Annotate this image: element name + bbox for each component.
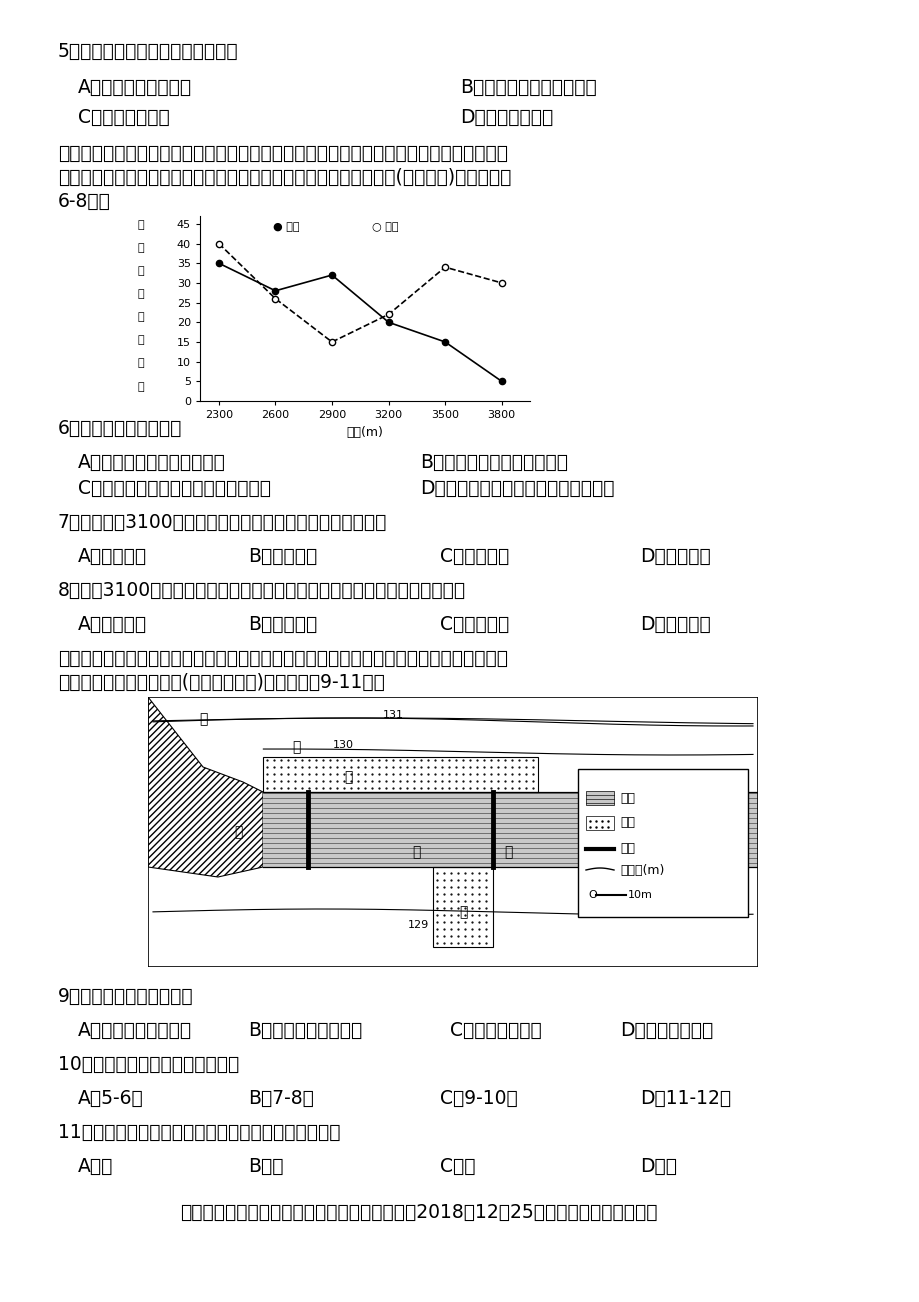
Text: 水坝: 水坝 <box>619 842 634 855</box>
Text: 富: 富 <box>137 289 143 299</box>
Text: 10m: 10m <box>628 891 652 900</box>
Text: C．土壤变化: C．土壤变化 <box>439 547 509 566</box>
Text: ○ 草本: ○ 草本 <box>371 221 398 232</box>
Text: 11．图中甲、乙、丙、丁四处河岸泥沙淤积作用最强是: 11．图中甲、乙、丙、丁四处河岸泥沙淤积作用最强是 <box>58 1124 340 1142</box>
X-axis label: 海拔(m): 海拔(m) <box>346 426 383 439</box>
Bar <box>263 792 757 867</box>
Text: D．丁: D．丁 <box>640 1157 676 1176</box>
Text: 5．造成武汉旱灾严重的主要原因是: 5．造成武汉旱灾严重的主要原因是 <box>58 42 238 61</box>
Text: 8．海拔3100米以上草本物种丰富度增多，主要原因是木本植物的变化改变了: 8．海拔3100米以上草本物种丰富度增多，主要原因是木本植物的变化改变了 <box>58 581 466 600</box>
Text: 10．图中水渠利用率最高的月份是: 10．图中水渠利用率最高的月份是 <box>58 1055 239 1074</box>
Text: 131: 131 <box>382 710 403 720</box>
Text: 水渠: 水渠 <box>619 816 634 829</box>
Text: D．11-12月: D．11-12月 <box>640 1088 731 1108</box>
Text: ● 木本: ● 木本 <box>272 221 299 232</box>
Text: 该地木本植物和草本植物的物种丰富度随海拔上升表现出规律性变化(如图所示)。据此回答: 该地木本植物和草本植物的物种丰富度随海拔上升表现出规律性变化(如图所示)。据此回… <box>58 168 511 187</box>
Text: 河: 河 <box>459 905 467 919</box>
Text: A．甲: A．甲 <box>78 1157 113 1176</box>
Text: D．草本植物丰富度呈先增后减的趋势: D．草本植物丰富度呈先增后减的趋势 <box>420 479 614 497</box>
Text: A．气温条件: A．气温条件 <box>78 615 147 634</box>
Text: A．5-6月: A．5-6月 <box>78 1088 143 1108</box>
Text: 丁: 丁 <box>504 845 512 859</box>
Text: 9．图中水坝的主要作用是: 9．图中水坝的主要作用是 <box>58 987 193 1006</box>
Text: 129: 129 <box>407 921 428 930</box>
Bar <box>433 867 493 947</box>
Text: A．气温变化: A．气温变化 <box>78 547 147 566</box>
Text: 花: 花 <box>344 769 352 784</box>
Polygon shape <box>148 697 263 878</box>
Text: 130: 130 <box>332 740 353 750</box>
Text: C．降水条件: C．降水条件 <box>439 615 509 634</box>
Text: O: O <box>587 891 596 900</box>
Text: 甲: 甲 <box>291 740 300 754</box>
Text: C．丙: C．丙 <box>439 1157 475 1176</box>
Text: 6．随着海拔上升，该地: 6．随着海拔上升，该地 <box>58 419 182 437</box>
Text: 河流: 河流 <box>619 792 634 805</box>
Text: 丰: 丰 <box>137 266 143 276</box>
Text: B．夏季受副热带高压控制: B．夏季受副热带高压控制 <box>460 78 596 98</box>
Text: （: （ <box>137 336 143 345</box>
Text: D．冬季寒冷干燥: D．冬季寒冷干燥 <box>460 108 552 128</box>
Text: 下图中的桃花河位于我国鄱阳湖平原地区，村民为了灌溉之便，开挖了两条水渠，并在: 下图中的桃花河位于我国鄱阳湖平原地区，村民为了灌溉之便，开挖了两条水渠，并在 <box>58 648 507 668</box>
Bar <box>263 756 538 792</box>
Text: 群落中物种数目的多少称为物种丰富度。高黎贡山北段位于云南省西北部，调查发现，: 群落中物种数目的多少称为物种丰富度。高黎贡山北段位于云南省西北部，调查发现， <box>58 145 507 163</box>
Text: 6-8题。: 6-8题。 <box>58 191 111 211</box>
Text: C．9-10月: C．9-10月 <box>439 1088 517 1108</box>
Text: 丙: 丙 <box>412 845 420 859</box>
Text: 中国人民银行授权中国外汇交易中心公布，2018年12月25日银行间外汇市场人民币: 中国人民银行授权中国外汇交易中心公布，2018年12月25日银行间外汇市场人民币 <box>180 1203 657 1223</box>
Bar <box>585 816 613 829</box>
Text: A．春季气温快速上升: A．春季气温快速上升 <box>78 78 192 98</box>
Text: B．乙: B．乙 <box>248 1157 283 1176</box>
Text: C．草本植物丰富度呈先减后增的趋势: C．草本植物丰富度呈先减后增的趋势 <box>78 479 271 497</box>
Text: 种: 种 <box>137 243 143 253</box>
Text: B．蒸发条件: B．蒸发条件 <box>248 615 317 634</box>
Text: C．秋季晴朗少雨: C．秋季晴朗少雨 <box>78 108 170 128</box>
Text: A．木本植物丰富度逐渐减少: A．木本植物丰富度逐渐减少 <box>78 453 226 473</box>
Text: D．拦截上游泥沙: D．拦截上游泥沙 <box>619 1021 712 1040</box>
Text: B．降水变化: B．降水变化 <box>248 547 317 566</box>
Text: D．坡度变化: D．坡度变化 <box>640 547 710 566</box>
Text: A．抬高水坝上游水位: A．抬高水坝上游水位 <box>78 1021 192 1040</box>
Text: B．加快水坝下游流速: B．加快水坝下游流速 <box>248 1021 362 1040</box>
Text: 7．该地海拔3100米以下物种丰富度随海拔的变化主要取决于: 7．该地海拔3100米以下物种丰富度随海拔的变化主要取决于 <box>58 513 387 533</box>
Text: 等高线(m): 等高线(m) <box>619 863 664 876</box>
Text: ）: ） <box>137 381 143 392</box>
Text: 物: 物 <box>137 220 143 229</box>
Text: 乙: 乙 <box>233 825 242 838</box>
Bar <box>577 769 747 917</box>
Text: 种: 种 <box>137 358 143 368</box>
Text: B．木本植物丰富度逐渐增多: B．木本植物丰富度逐渐增多 <box>420 453 567 473</box>
Text: B．7-8月: B．7-8月 <box>248 1088 313 1108</box>
Bar <box>585 792 613 805</box>
Text: 河中修筑两条低矮的水坝(低于河水水面)。据此完成9-11题。: 河中修筑两条低矮的水坝(低于河水水面)。据此完成9-11题。 <box>58 673 384 691</box>
Text: 桃: 桃 <box>199 712 207 727</box>
Text: 度: 度 <box>137 312 143 322</box>
Text: C．减少水渠流量: C．减少水渠流量 <box>449 1021 541 1040</box>
Text: D．光照条件: D．光照条件 <box>640 615 710 634</box>
